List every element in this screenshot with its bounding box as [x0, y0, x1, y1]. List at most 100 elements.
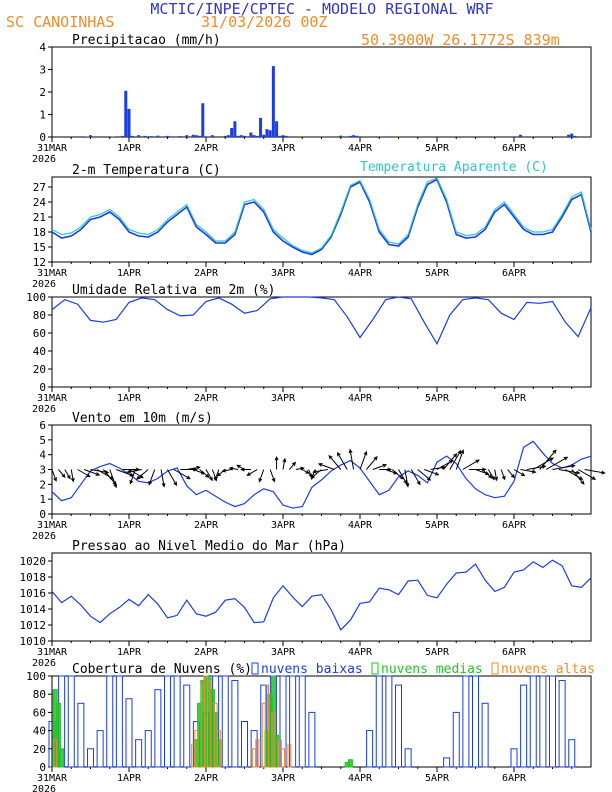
- wind-vector-shaft: [192, 469, 205, 475]
- wind-vector-head: [317, 463, 323, 467]
- wind-vector: [336, 451, 348, 470]
- cloud-low-bar: [154, 689, 162, 768]
- panel-title: 2-m Temperatura (C): [72, 163, 221, 178]
- wind-vector: [228, 466, 239, 471]
- wind-vector-head: [112, 480, 117, 486]
- cloud-low-bar: [67, 675, 75, 768]
- precip-bar: [226, 135, 230, 137]
- wind-vector-head: [416, 480, 421, 486]
- wind-vector-shaft: [481, 469, 493, 479]
- wind-vector-shaft: [366, 456, 378, 470]
- wind-vector-shaft: [313, 469, 329, 473]
- wind-vector-head: [113, 483, 118, 489]
- wind-vector-head: [363, 450, 368, 456]
- panel-title: Pressao ao Nivel Medio do Mar (hPa): [72, 539, 346, 554]
- wind-vector-shaft: [507, 469, 515, 478]
- x-tick-label: 31MAR: [37, 143, 68, 154]
- pressure-line: [51, 559, 592, 631]
- apparent-temperature-line: [51, 177, 592, 254]
- precip-bar: [127, 108, 131, 137]
- wind-vector: [77, 469, 91, 478]
- wind-vector: [64, 469, 71, 480]
- wind-vector-head: [236, 464, 241, 469]
- wind-vector: [289, 461, 297, 470]
- cloud-mid-bar: [55, 702, 61, 768]
- wind-vector: [571, 469, 585, 485]
- cloud-low-bar: [125, 698, 133, 768]
- cloud-low-bar: [366, 730, 374, 768]
- x-tick-label: 2APR: [194, 647, 219, 658]
- x-tick-label: 5APR: [425, 520, 450, 531]
- wind-vector-shaft: [462, 459, 480, 470]
- precip-bar: [130, 135, 134, 137]
- wind-vector: [312, 469, 329, 474]
- cloud-low-bar: [462, 675, 470, 768]
- x-tick-label: 2APR: [194, 268, 219, 279]
- precip-bar: [384, 136, 388, 137]
- y-tick-label: 1014: [20, 603, 47, 616]
- wind-vector-head: [312, 469, 317, 474]
- wind-vector-shaft: [258, 469, 265, 482]
- wind-vector-shaft: [222, 469, 232, 472]
- precip-bar: [210, 135, 214, 137]
- panel-legend: Temperatura Aparente (C): [360, 160, 548, 175]
- header-coords: 50.3900W 26.1772S 839m: [361, 31, 560, 49]
- x-tick-label: 6APR: [502, 143, 527, 154]
- wind-vector-head: [274, 455, 279, 461]
- x-tick-label: 4APR: [348, 773, 373, 784]
- header-location: SC CANOINHAS: [6, 13, 114, 31]
- panel-title: Cobertura de Nuvens (%): [72, 662, 252, 677]
- wind-vector-head: [382, 463, 388, 468]
- cloud-low-bar: [558, 680, 566, 768]
- y-tick-label: 40: [33, 725, 46, 738]
- wind-vector-shaft: [167, 469, 177, 486]
- wind-vector: [410, 469, 421, 486]
- wind-vector-shaft: [229, 467, 239, 470]
- y-tick-label: 1016: [20, 587, 47, 600]
- legend-swatch: [371, 662, 379, 675]
- wind-vector-head: [196, 465, 201, 470]
- x-tick-label: 31MAR: [37, 268, 68, 279]
- wind-vector-head: [161, 482, 166, 488]
- wind-vector: [109, 469, 118, 489]
- y-tick-label: 80: [33, 309, 46, 322]
- y-tick-label: 12: [33, 256, 46, 269]
- wind-vector: [70, 469, 75, 483]
- y-tick-label: 100: [26, 291, 46, 304]
- precip-bar: [278, 135, 282, 137]
- wind-vector: [494, 469, 499, 482]
- wind-vector: [455, 449, 465, 470]
- wind-vector-head: [475, 459, 480, 464]
- x-tick-label: 2APR: [194, 520, 219, 531]
- precip-bar: [230, 128, 234, 137]
- wind-vector-head: [214, 476, 218, 481]
- x-tick-label: 5APR: [425, 143, 450, 154]
- legend-swatch: [491, 662, 499, 675]
- x-tick-label: 3APR: [271, 647, 296, 658]
- wind-vector-shaft: [115, 469, 134, 477]
- precip-bar: [156, 135, 160, 137]
- wind-vector-shaft: [318, 463, 335, 470]
- wind-vector-head: [336, 451, 341, 457]
- wind-vector: [173, 469, 191, 480]
- precip-bar: [355, 135, 359, 137]
- panel-5: 1010 1012 1014 1016 1018 1020 31MAR 1APR 2APR 3AP…: [20, 539, 592, 669]
- precip-bar: [191, 134, 195, 137]
- x-tick-label: 4APR: [348, 393, 373, 404]
- wind-vector-head: [282, 457, 287, 463]
- wind-vector-shaft: [545, 456, 568, 470]
- wind-vector: [423, 469, 440, 476]
- x-tick-label: 6APR: [502, 520, 527, 531]
- precip-bar: [89, 135, 92, 137]
- wind-vector-shaft: [77, 469, 91, 477]
- cloud-mid-bar: [347, 759, 353, 768]
- wind-vector: [328, 454, 342, 470]
- wind-vector: [186, 465, 201, 470]
- x-year-label: 2026: [32, 531, 56, 542]
- y-tick-label: 40: [33, 345, 46, 358]
- precip-bar: [249, 132, 253, 137]
- cloud-low-bar: [135, 739, 143, 768]
- x-year-label: 2026: [32, 154, 56, 165]
- wind-vector: [58, 469, 66, 479]
- x-tick-label: 6APR: [502, 268, 527, 279]
